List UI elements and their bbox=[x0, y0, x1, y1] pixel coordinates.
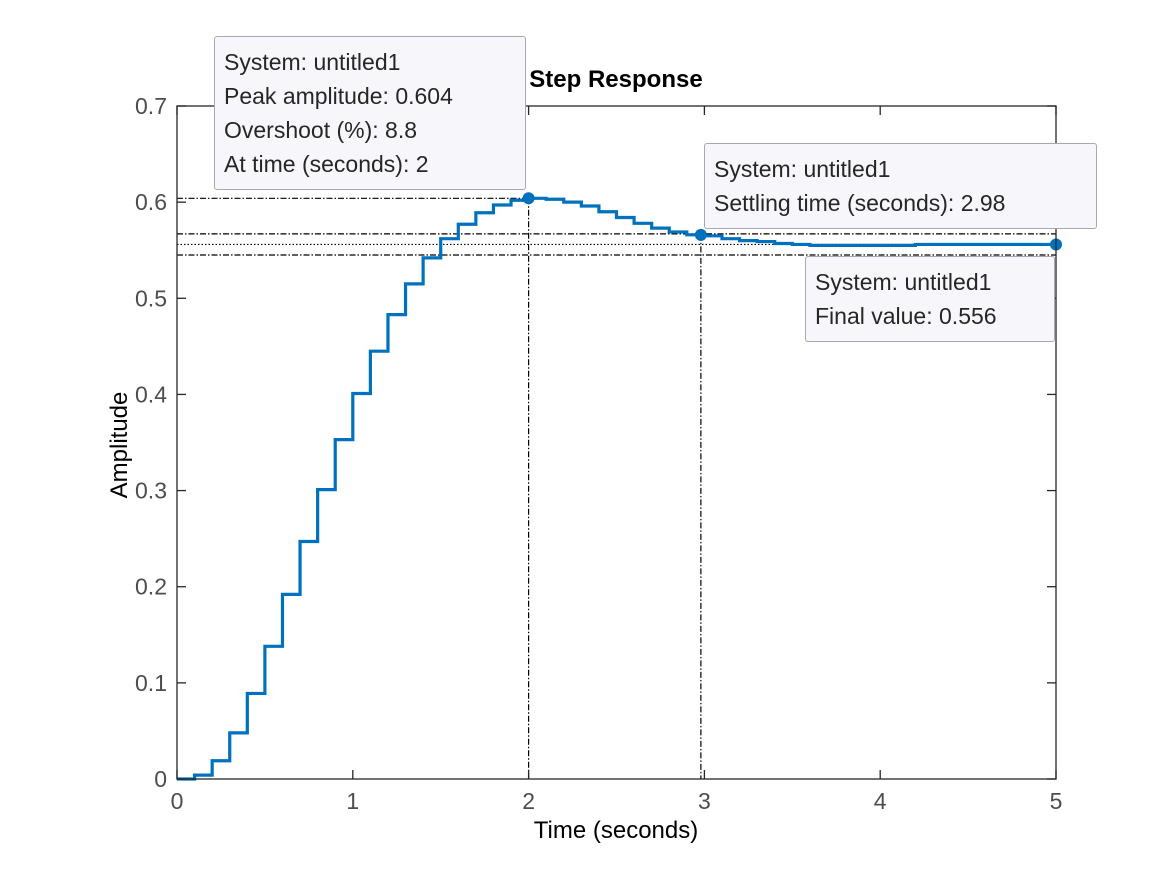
x-axis-label: Time (seconds) bbox=[534, 817, 698, 844]
y-tick-label: 0.2 bbox=[135, 574, 167, 600]
y-tick-label: 0.1 bbox=[135, 670, 167, 696]
datatip-line: Peak amplitude: 0.604 bbox=[224, 83, 453, 109]
datatip-line: Settling time (seconds): 2.98 bbox=[714, 190, 1006, 216]
x-tick-label: 1 bbox=[346, 788, 359, 814]
axis-ticks: 0 1 2 3 4 5 0 0.1 0.2 0.3 0.4 0.5 0.6 0.7 bbox=[135, 93, 1062, 814]
x-tick-label: 4 bbox=[874, 788, 887, 814]
x-tick-label: 5 bbox=[1050, 788, 1063, 814]
y-axis-label: Amplitude bbox=[106, 392, 133, 499]
x-tick-label: 3 bbox=[698, 788, 711, 814]
datatip-line: At time (seconds): 2 bbox=[224, 151, 429, 177]
x-tick-label: 0 bbox=[171, 788, 184, 814]
datatip-line: Final value: 0.556 bbox=[815, 303, 997, 329]
y-tick-label: 0.4 bbox=[135, 381, 167, 407]
step-response-line bbox=[177, 196, 1056, 781]
y-tick-label: 0.3 bbox=[135, 478, 167, 504]
data-markers bbox=[522, 192, 1062, 251]
datatip-line: Overshoot (%): 8.8 bbox=[224, 117, 418, 143]
data-marker-dot bbox=[694, 228, 707, 241]
settling-time-datatip[interactable]: System: untitled1 Settling time (seconds… bbox=[704, 143, 1097, 229]
x-tick-label: 2 bbox=[522, 788, 535, 814]
y-tick-label: 0 bbox=[154, 766, 167, 792]
chart-title: Step Response bbox=[529, 66, 702, 93]
y-tick-label: 0.6 bbox=[135, 189, 167, 215]
data-marker-dot bbox=[522, 192, 535, 205]
datatip-line: System: untitled1 bbox=[815, 269, 992, 295]
datatip-line: System: untitled1 bbox=[224, 49, 401, 75]
y-tick-label: 0.7 bbox=[135, 93, 167, 119]
final-value-datatip[interactable]: System: untitled1 Final value: 0.556 bbox=[805, 256, 1055, 342]
axes-box bbox=[176, 105, 1057, 780]
datatip-line: System: untitled1 bbox=[714, 156, 891, 182]
y-tick-label: 0.5 bbox=[135, 285, 167, 311]
peak-amplitude-datatip[interactable]: System: untitled1 Peak amplitude: 0.604 … bbox=[214, 36, 526, 190]
